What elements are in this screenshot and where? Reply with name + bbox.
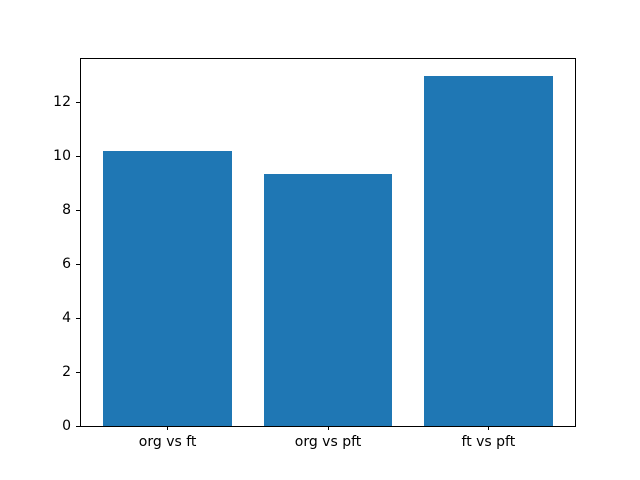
- y-tick-label: 8: [62, 202, 71, 219]
- x-tick-label: org vs pft: [294, 433, 362, 450]
- y-tick-mark: [76, 210, 80, 212]
- bar-ft-vs-pft: [424, 75, 553, 427]
- y-tick-mark: [76, 102, 80, 104]
- y-tick-label: 0: [62, 418, 71, 434]
- x-tick-label: ft vs pft: [461, 433, 516, 450]
- y-tick-mark: [76, 156, 80, 158]
- y-tick-mark: [76, 372, 80, 374]
- bar-org-vs-ft: [103, 151, 232, 427]
- y-tick-mark: [76, 264, 80, 266]
- y-tick-label: 4: [62, 310, 71, 327]
- y-tick-mark: [76, 318, 80, 320]
- y-tick-mark: [76, 426, 80, 427]
- bar-org-vs-pft: [263, 174, 393, 427]
- x-tick-mark: [487, 426, 489, 431]
- plot-area: org vs ft org vs pft ft vs pft 0 2 4 6 8 10 12: [53, 57, 576, 450]
- y-tick-label: 12: [53, 94, 71, 111]
- y-tick-label: 10: [53, 148, 71, 165]
- x-tick-mark: [167, 426, 169, 431]
- y-tick-label: 2: [62, 364, 71, 381]
- x-tick-mark: [327, 426, 329, 431]
- y-tick-label: 6: [62, 256, 71, 273]
- x-tick-label: org vs ft: [138, 433, 197, 450]
